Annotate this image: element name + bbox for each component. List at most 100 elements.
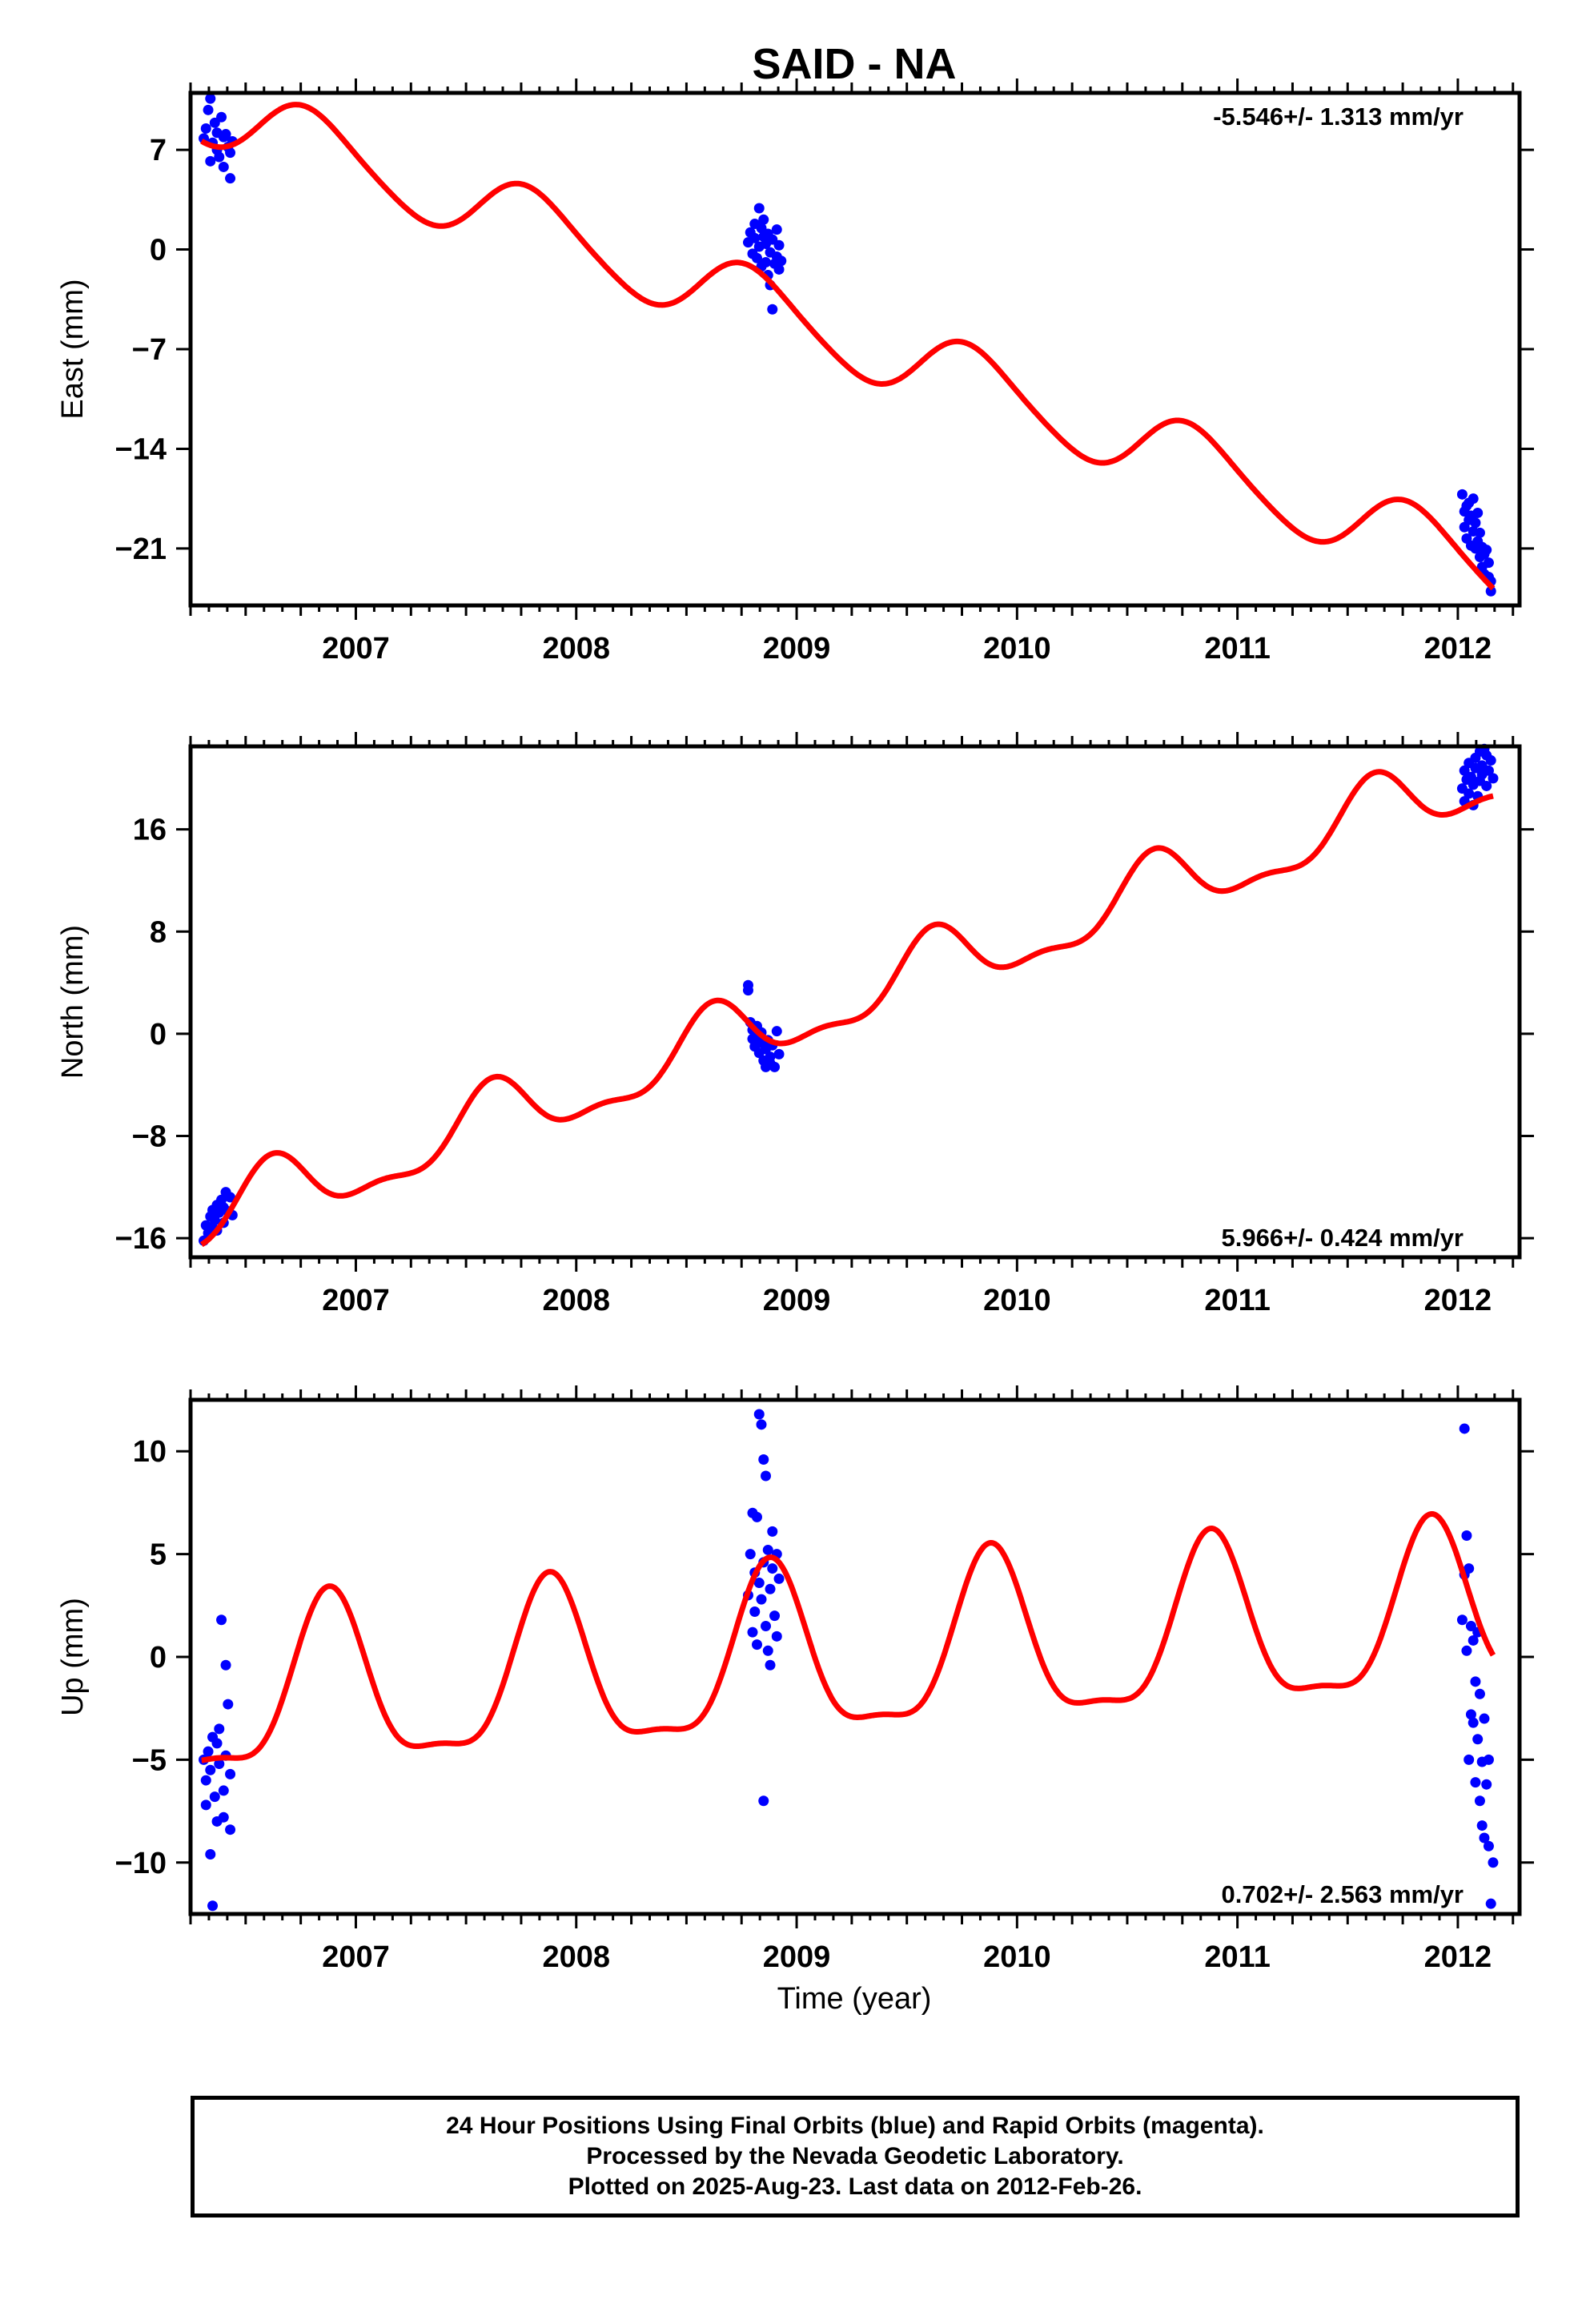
x-tick-label: 2012 — [1424, 1284, 1492, 1317]
data-point — [216, 1614, 227, 1626]
y-axis-label-north: North (mm) — [56, 925, 90, 1079]
data-point — [1483, 557, 1494, 569]
data-point — [218, 161, 229, 172]
y-tick-label: −8 — [132, 1120, 167, 1153]
data-point — [205, 93, 216, 104]
data-point — [1483, 1840, 1494, 1852]
plot-frame — [188, 1397, 1522, 1916]
model-curve — [200, 1511, 1496, 1763]
data-point — [1465, 1709, 1476, 1720]
data-point — [225, 1192, 236, 1203]
data-point — [1470, 517, 1481, 529]
y-tick-label: 0 — [150, 234, 167, 267]
data-point — [1479, 1832, 1490, 1844]
plot-frame — [188, 744, 1522, 1260]
data-point — [1472, 507, 1484, 518]
x-tick-label: 2007 — [322, 1940, 390, 1974]
x-tick-label: 2007 — [322, 632, 390, 665]
data-point — [758, 1795, 769, 1807]
data-point — [762, 1544, 773, 1555]
data-point — [225, 1768, 236, 1779]
data-point — [225, 147, 236, 159]
data-point — [761, 257, 772, 268]
y-tick-label: 5 — [150, 1538, 167, 1572]
data-point — [1488, 1857, 1499, 1868]
data-point — [1464, 1754, 1475, 1765]
data-point — [1485, 585, 1496, 597]
data-point — [223, 1699, 234, 1710]
data-point — [1474, 527, 1485, 538]
x-tick-label: 2012 — [1424, 1940, 1492, 1974]
data-point — [214, 1759, 225, 1770]
rate-label-up: 0.702+/- 2.563 mm/yr — [1222, 1880, 1464, 1908]
footer-box: 24 Hour Positions Using Final Orbits (bl… — [191, 2096, 1520, 2217]
x-tick-label: 2011 — [1204, 632, 1270, 665]
data-point — [769, 1610, 781, 1622]
data-point — [200, 123, 211, 134]
data-point — [1468, 1717, 1479, 1728]
data-point — [1459, 765, 1470, 776]
data-point — [218, 1811, 229, 1823]
rate-label-north: 5.966+/- 0.424 mm/yr — [1222, 1224, 1464, 1252]
y-axis-label-up: Up (mm) — [56, 1598, 90, 1716]
plot-frame — [188, 90, 1522, 608]
data-point — [767, 1526, 778, 1537]
data-point — [214, 1723, 225, 1735]
data-point — [1456, 1614, 1468, 1626]
data-point — [756, 1419, 767, 1430]
data-point — [1481, 1779, 1492, 1790]
data-point — [1470, 1777, 1481, 1788]
x-axis-label: Time (year) — [777, 1982, 932, 2016]
data-point — [1468, 493, 1479, 505]
x-tick-label: 2009 — [763, 1284, 831, 1317]
data-point — [751, 1511, 762, 1522]
data-point — [758, 214, 769, 225]
data-point — [758, 1454, 769, 1465]
data-point — [1474, 1795, 1485, 1807]
x-tick-label: 2008 — [542, 1940, 610, 1974]
y-tick-label: −7 — [132, 333, 167, 367]
data-point — [761, 1620, 772, 1631]
y-tick-label: 0 — [150, 1018, 167, 1051]
data-point — [756, 1594, 767, 1605]
data-point — [765, 1583, 776, 1594]
data-point — [1464, 1563, 1475, 1574]
data-point — [773, 239, 785, 251]
data-point — [207, 1900, 219, 1912]
data-point — [225, 1824, 236, 1835]
y-tick-label: −5 — [132, 1743, 167, 1777]
data-point — [745, 1549, 756, 1560]
data-point — [205, 1849, 216, 1860]
x-tick-label: 2009 — [763, 632, 831, 665]
y-tick-label: −10 — [115, 1847, 167, 1880]
data-point — [214, 151, 225, 163]
data-point — [771, 1630, 782, 1642]
data-point — [1485, 755, 1496, 766]
panel-east: 2007 2008 2009 2010 2011 2012 −21 −14 −7 0 7 East (… — [56, 78, 1534, 665]
data-point — [1485, 1898, 1496, 1909]
data-point — [1481, 780, 1492, 791]
data-point — [742, 985, 753, 996]
panel-up: 2007 2008 2009 2010 2011 2012 −10 −5 0 5 10 Up (mm)… — [56, 1385, 1534, 1974]
data-point — [1488, 773, 1499, 784]
data-point — [773, 1048, 785, 1059]
data-point — [200, 1775, 211, 1786]
data-point — [203, 1746, 214, 1757]
x-tick-label: 2007 — [322, 1284, 390, 1317]
x-tick-label: 2008 — [542, 632, 610, 665]
y-tick-label: 8 — [150, 915, 167, 949]
data-point — [769, 1061, 781, 1072]
data-point — [209, 1215, 220, 1226]
data-point — [203, 104, 214, 115]
data-point — [771, 224, 782, 235]
data-point — [1468, 1634, 1479, 1646]
x-tick-label: 2011 — [1204, 1940, 1270, 1974]
data-point — [753, 203, 765, 214]
y-axis-label-east: East (mm) — [56, 279, 90, 419]
model-curve — [199, 769, 1495, 1248]
data-point — [205, 155, 216, 167]
data-point — [209, 1791, 220, 1803]
x-tick-label: 2010 — [983, 632, 1051, 665]
x-tick-label: 2012 — [1424, 632, 1492, 665]
